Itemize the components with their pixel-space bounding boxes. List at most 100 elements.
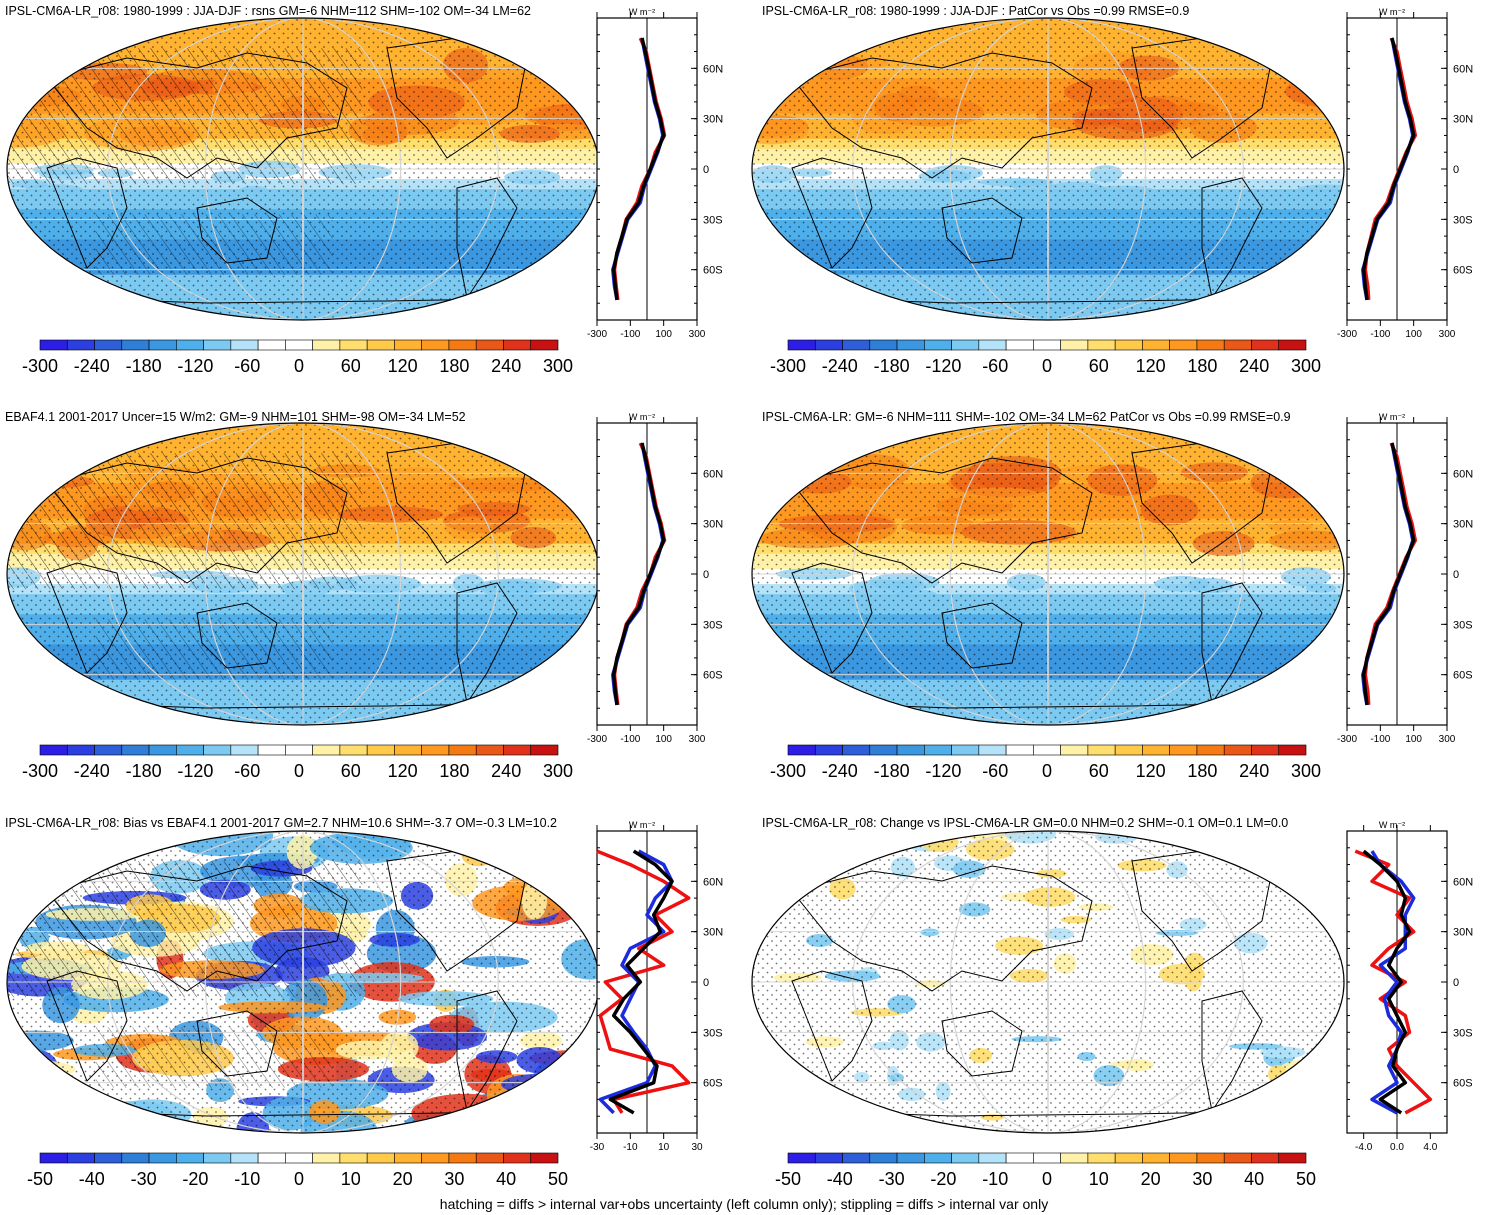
colorbar-swatch bbox=[1223, 744, 1252, 756]
colorbar-swatch bbox=[924, 339, 952, 351]
colorbar-swatch bbox=[814, 339, 843, 351]
colorbar-label: 0 bbox=[1042, 1169, 1052, 1189]
colorbar-swatch bbox=[951, 1152, 980, 1164]
colorbar-swatch bbox=[842, 1152, 871, 1164]
colorbar-swatch bbox=[121, 744, 150, 756]
zonal-line-obs bbox=[1361, 37, 1416, 301]
colorbar-label: -50 bbox=[27, 1169, 53, 1189]
graticule bbox=[752, 18, 1344, 320]
lat-tick-label: 60S bbox=[1453, 265, 1473, 277]
lat-tick-label: 30N bbox=[1453, 114, 1473, 126]
unit-label: W m⁻² bbox=[629, 820, 655, 830]
colorbar-label: 20 bbox=[1141, 1169, 1161, 1189]
lat-tick-label: 60S bbox=[1453, 1078, 1473, 1090]
colorbar-swatch bbox=[448, 339, 477, 351]
colorbar-swatch bbox=[842, 744, 871, 756]
lat-tick-label: 0 bbox=[1453, 977, 1459, 989]
zonal-line-model bbox=[596, 849, 691, 1114]
colorbar-swatch bbox=[94, 1152, 123, 1164]
colorbar-swatch bbox=[66, 339, 95, 351]
lat-tick-label: 60N bbox=[1453, 63, 1473, 75]
colorbar-swatch bbox=[421, 1152, 450, 1164]
colorbar-swatch bbox=[1169, 339, 1198, 351]
x-tick-label: 100 bbox=[655, 734, 672, 745]
colorbar-swatch bbox=[924, 1152, 952, 1164]
colorbar-swatch bbox=[230, 1152, 259, 1164]
x-tick-label: -100 bbox=[1370, 734, 1390, 745]
colorbar-label: 0 bbox=[294, 1169, 304, 1189]
colorbar-swatch bbox=[978, 339, 1007, 351]
colorbar-swatch bbox=[285, 1152, 313, 1164]
colorbar-label: -20 bbox=[930, 1169, 956, 1189]
graticule bbox=[7, 423, 599, 725]
map-border bbox=[751, 17, 1345, 321]
map-field bbox=[752, 423, 1344, 725]
map-border bbox=[751, 422, 1345, 726]
colorbar-label: -180 bbox=[126, 356, 162, 376]
colorbar-label: 60 bbox=[1089, 761, 1109, 781]
x-tick-label: 300 bbox=[689, 329, 706, 340]
colorbar-swatch bbox=[869, 744, 898, 756]
lat-tick-label: 30S bbox=[703, 214, 723, 226]
colorbar: -300 -240 -180 -120 -60 0 60 120 180 240 300 bbox=[770, 744, 1321, 781]
colorbar-swatch bbox=[475, 744, 504, 756]
colorbar: -300 -240 -180 -120 -60 0 60 120 180 240 300 bbox=[22, 744, 573, 781]
lat-tick-label: 60N bbox=[1453, 876, 1473, 888]
lat-tick-label: 60S bbox=[1453, 670, 1473, 682]
colorbar-swatch bbox=[978, 1152, 1007, 1164]
colorbar-swatch bbox=[1278, 744, 1307, 756]
colorbar-label: 300 bbox=[1291, 761, 1321, 781]
colorbar-swatch bbox=[814, 1152, 843, 1164]
map bbox=[751, 830, 1345, 1134]
colorbar-swatch bbox=[1251, 339, 1280, 351]
colorbar-swatch bbox=[312, 339, 341, 351]
colorbar-swatch bbox=[814, 744, 843, 756]
colorbar: -300 -240 -180 -120 -60 0 60 120 180 240 300 bbox=[22, 339, 573, 376]
colorbar-swatch bbox=[1223, 339, 1252, 351]
colorbar-label: 50 bbox=[548, 1169, 568, 1189]
colorbar-swatch bbox=[951, 339, 980, 351]
colorbar-label: 40 bbox=[1244, 1169, 1264, 1189]
colorbar-label: 60 bbox=[341, 356, 361, 376]
colorbar-label: 10 bbox=[1089, 1169, 1109, 1189]
colorbar-swatch bbox=[1223, 1152, 1252, 1164]
colorbar-swatch bbox=[787, 744, 816, 756]
lat-tick-label: 30S bbox=[1453, 214, 1473, 226]
lat-tick-label: 30S bbox=[703, 619, 723, 631]
colorbar-label: 50 bbox=[1296, 1169, 1316, 1189]
x-tick-label: 300 bbox=[1439, 329, 1456, 340]
x-tick-label: 100 bbox=[1405, 329, 1422, 340]
colorbar-label: -240 bbox=[822, 761, 858, 781]
x-tick-label: -300 bbox=[587, 329, 607, 340]
map bbox=[6, 830, 600, 1134]
colorbar-label: -60 bbox=[982, 761, 1008, 781]
graticule bbox=[752, 423, 1344, 725]
colorbar-swatch bbox=[1196, 744, 1225, 756]
colorbar-label: 60 bbox=[341, 761, 361, 781]
x-tick-label: -100 bbox=[620, 329, 640, 340]
colorbar-swatch bbox=[230, 744, 259, 756]
x-tick-label: 0.0 bbox=[1390, 1142, 1404, 1153]
lat-tick-label: 0 bbox=[703, 164, 709, 176]
lat-tick-label: 30S bbox=[703, 1027, 723, 1039]
x-tick-label: -300 bbox=[587, 734, 607, 745]
colorbar-label: 240 bbox=[491, 761, 521, 781]
colorbar-swatch bbox=[787, 339, 816, 351]
colorbar-swatch bbox=[366, 339, 395, 351]
panel-title: IPSL-CM6A-LR_r08: 1980-1999 : JJA-DJF : … bbox=[762, 4, 1190, 18]
unit-label: W m⁻² bbox=[629, 412, 655, 422]
panel-title: IPSL-CM6A-LR_r08: Change vs IPSL-CM6A-LR… bbox=[762, 816, 1289, 830]
colorbar: -300 -240 -180 -120 -60 0 60 120 180 240 300 bbox=[770, 339, 1321, 376]
colorbar-swatch bbox=[94, 744, 123, 756]
colorbar-swatch bbox=[869, 339, 898, 351]
colorbar-swatch bbox=[978, 744, 1007, 756]
x-tick-label: -30 bbox=[590, 1142, 605, 1153]
lat-tick-label: 60N bbox=[703, 876, 723, 888]
colorbar-swatch bbox=[285, 339, 313, 351]
graticule bbox=[7, 18, 599, 320]
lat-tick-label: 0 bbox=[703, 977, 709, 989]
colorbar-label: 300 bbox=[543, 761, 573, 781]
colorbar-label: 30 bbox=[1192, 1169, 1212, 1189]
colorbar-swatch bbox=[1060, 1152, 1089, 1164]
colorbar-label: 40 bbox=[496, 1169, 516, 1189]
